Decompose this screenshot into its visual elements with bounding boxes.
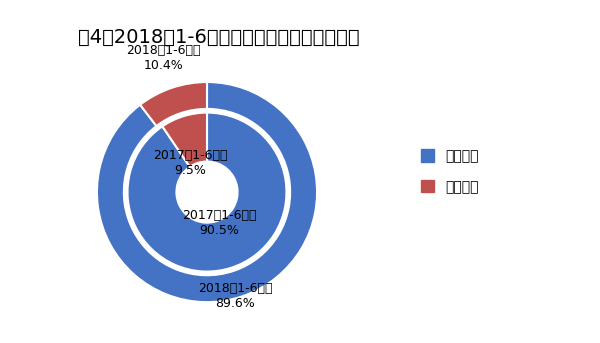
Wedge shape [97,82,317,302]
Legend: 国产品牌, 国外品牌: 国产品牌, 国外品牌 [415,144,485,199]
Wedge shape [140,82,207,126]
Wedge shape [128,113,286,272]
Text: 图4：2018年1-6月国内外品牌手机出货量构成: 图4：2018年1-6月国内外品牌手机出货量构成 [78,27,359,46]
Wedge shape [163,113,207,167]
Text: 2017年1-6月，
90.5%: 2017年1-6月， 90.5% [182,209,257,237]
Text: 2017年1-6月，
9.5%: 2017年1-6月， 9.5% [153,149,227,177]
Text: 2018年1-6月，
10.4%: 2018年1-6月， 10.4% [126,44,200,71]
Text: 2018年1-6月，
89.6%: 2018年1-6月， 89.6% [198,282,272,310]
